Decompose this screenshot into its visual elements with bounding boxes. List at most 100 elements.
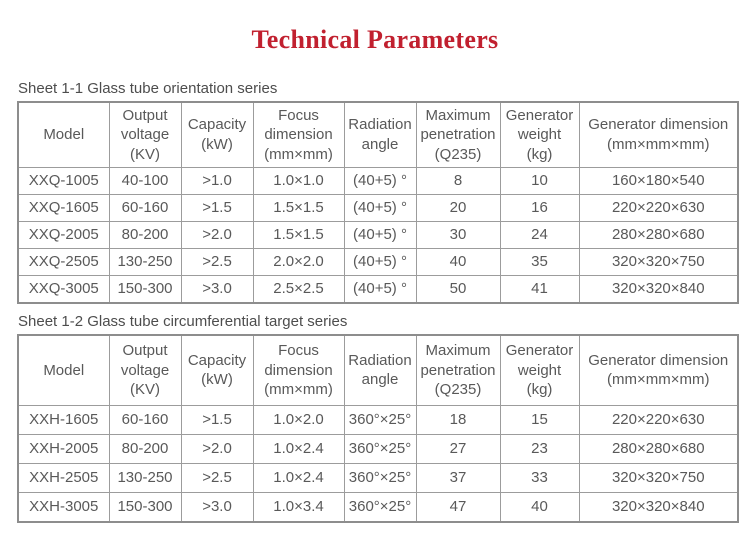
table-cell: XXQ-3005 — [17, 275, 110, 304]
table-cell: 80-200 — [108, 221, 182, 250]
table-cell: >3.0 — [180, 275, 254, 304]
table-cell: 1.5×1.5 — [252, 194, 345, 223]
header-cell-generator-dimension: Generator dimension (mm×mm×mm) — [578, 101, 739, 169]
table-cell: 50 — [415, 275, 501, 304]
table-cell: 10 — [499, 167, 580, 196]
table-cell: 37 — [415, 463, 501, 494]
table-cell: 41 — [499, 275, 580, 304]
header-cell-maximum-penetration: Maximum penetration (Q235) — [415, 334, 501, 407]
header-cell-output-voltage: Output voltage (KV) — [108, 334, 182, 407]
table-cell: XXH-2505 — [17, 463, 110, 494]
table-cell: XXQ-1605 — [17, 194, 110, 223]
table-cell: 23 — [499, 434, 580, 465]
header-cell-generator-weight: Generator weight (kg) — [499, 101, 580, 169]
table-cell: XXH-1605 — [17, 405, 110, 436]
header-cell-model: Model — [17, 334, 110, 407]
table-cell: 150-300 — [108, 492, 182, 523]
table-cell: >2.0 — [180, 434, 254, 465]
page-title: Technical Parameters — [251, 25, 499, 54]
table-cell: 320×320×840 — [578, 275, 739, 304]
table-cell: 1.0×2.4 — [252, 434, 345, 465]
table-cell: 360°×25° — [343, 463, 417, 494]
table-cell: 16 — [499, 194, 580, 223]
table-cell: 130-250 — [108, 248, 182, 277]
table-row: XXH-2505 130-250 >2.5 1.0×2.4 360°×25° 3… — [17, 463, 739, 494]
table-cell: 30 — [415, 221, 501, 250]
table-cell: 130-250 — [108, 463, 182, 494]
table-cell: 320×320×840 — [578, 492, 739, 523]
table-cell: >2.5 — [180, 248, 254, 277]
table-cell: 360°×25° — [343, 405, 417, 436]
header-cell-model: Model — [17, 101, 110, 169]
table-cell: 1.5×1.5 — [252, 221, 345, 250]
table-cell: 1.0×3.4 — [252, 492, 345, 523]
header-cell-generator-dimension: Generator dimension (mm×mm×mm) — [578, 334, 739, 407]
table-cell: 35 — [499, 248, 580, 277]
table-cell: 47 — [415, 492, 501, 523]
table-cell: 18 — [415, 405, 501, 436]
table-cell: 20 — [415, 194, 501, 223]
table-cell: (40+5) ° — [343, 194, 417, 223]
table-cell: >1.5 — [180, 194, 254, 223]
table-cell: 2.0×2.0 — [252, 248, 345, 277]
table-cell: >2.5 — [180, 463, 254, 494]
header-cell-focus-dimension: Focus dimension (mm×mm) — [252, 101, 345, 169]
header-cell-radiation-angle: Radiation angle — [343, 334, 417, 407]
table-row: XXQ-1605 60-160 >1.5 1.5×1.5 (40+5) ° 20… — [17, 194, 739, 223]
table-cell: 280×280×680 — [578, 221, 739, 250]
table-row: XXH-1605 60-160 >1.5 1.0×2.0 360°×25° 18… — [17, 405, 739, 436]
header-cell-capacity: Capacity (kW) — [180, 101, 254, 169]
table-header-row: Model Output voltage (KV) Capacity (kW) … — [17, 334, 739, 407]
table-cell: 280×280×680 — [578, 434, 739, 465]
table-cell: (40+5) ° — [343, 275, 417, 304]
table-cell: >2.0 — [180, 221, 254, 250]
table-cell: 60-160 — [108, 194, 182, 223]
table-cell: >3.0 — [180, 492, 254, 523]
table-cell: 40 — [415, 248, 501, 277]
table-cell: 40-100 — [108, 167, 182, 196]
table-row: XXQ-1005 40-100 >1.0 1.0×1.0 (40+5) ° 8 … — [17, 167, 739, 196]
table-row: XXQ-3005 150-300 >3.0 2.5×2.5 (40+5) ° 5… — [17, 275, 739, 304]
table-cell: 360°×25° — [343, 492, 417, 523]
table-row: XXH-2005 80-200 >2.0 1.0×2.4 360°×25° 27… — [17, 434, 739, 465]
header-cell-maximum-penetration: Maximum penetration (Q235) — [415, 101, 501, 169]
table-cell: 1.0×2.4 — [252, 463, 345, 494]
circumferential-series-table: Model Output voltage (KV) Capacity (kW) … — [17, 333, 739, 523]
table-cell: XXH-3005 — [17, 492, 110, 523]
table-row: XXH-3005 150-300 >3.0 1.0×3.4 360°×25° 4… — [17, 492, 739, 523]
header-cell-capacity: Capacity (kW) — [180, 334, 254, 407]
table-cell: 1.0×2.0 — [252, 405, 345, 436]
header-cell-output-voltage: Output voltage (KV) — [108, 101, 182, 169]
table-cell: 320×320×750 — [578, 248, 739, 277]
table-cell: 33 — [499, 463, 580, 494]
table-cell: >1.5 — [180, 405, 254, 436]
table-cell: XXQ-1005 — [17, 167, 110, 196]
header-cell-focus-dimension: Focus dimension (mm×mm) — [252, 334, 345, 407]
table-cell: 1.0×1.0 — [252, 167, 345, 196]
table-cell: 150-300 — [108, 275, 182, 304]
table-cell: 40 — [499, 492, 580, 523]
table-cell: 220×220×630 — [578, 405, 739, 436]
table-row: XXQ-2505 130-250 >2.5 2.0×2.0 (40+5) ° 4… — [17, 248, 739, 277]
table-cell: 8 — [415, 167, 501, 196]
table-cell: 320×320×750 — [578, 463, 739, 494]
table-row: XXQ-2005 80-200 >2.0 1.5×1.5 (40+5) ° 30… — [17, 221, 739, 250]
table-cell: >1.0 — [180, 167, 254, 196]
table-cell: 220×220×630 — [578, 194, 739, 223]
table-cell: (40+5) ° — [343, 248, 417, 277]
table-cell: XXQ-2005 — [17, 221, 110, 250]
orientation-series-table: Model Output voltage (KV) Capacity (kW) … — [17, 100, 739, 304]
table-cell: XXH-2005 — [17, 434, 110, 465]
table-header-row: Model Output voltage (KV) Capacity (kW) … — [17, 101, 739, 169]
table-cell: 60-160 — [108, 405, 182, 436]
table-cell: 360°×25° — [343, 434, 417, 465]
table-cell: 15 — [499, 405, 580, 436]
header-cell-generator-weight: Generator weight (kg) — [499, 334, 580, 407]
header-cell-radiation-angle: Radiation angle — [343, 101, 417, 169]
table-cell: 24 — [499, 221, 580, 250]
table-cell: 2.5×2.5 — [252, 275, 345, 304]
table-caption-sheet-1-2: Sheet 1-2 Glass tube circumferential tar… — [18, 312, 348, 330]
table-cell: 80-200 — [108, 434, 182, 465]
table-cell: 27 — [415, 434, 501, 465]
table-cell: (40+5) ° — [343, 167, 417, 196]
